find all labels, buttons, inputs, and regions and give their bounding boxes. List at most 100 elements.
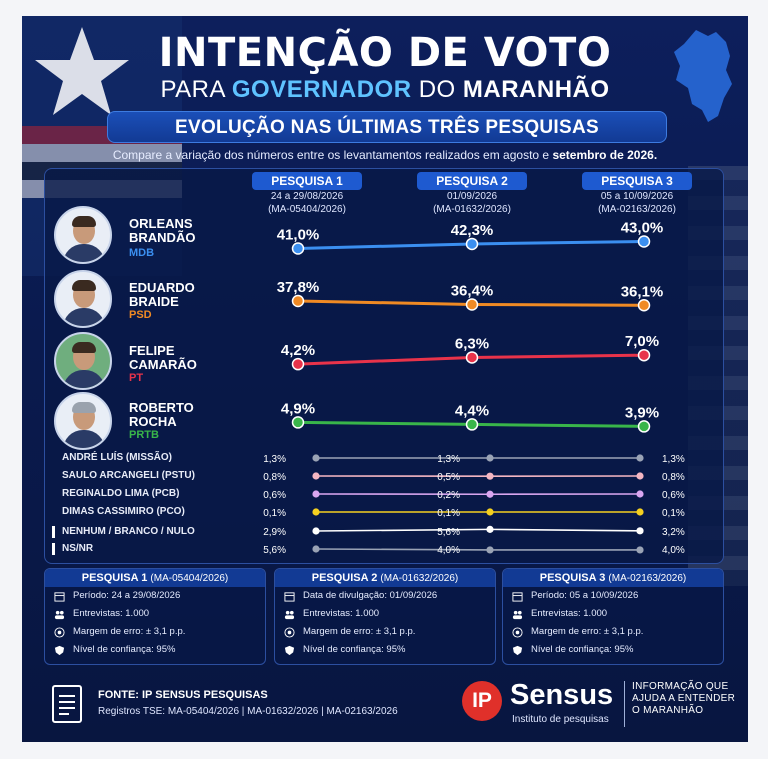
data-label: 42,3%	[451, 222, 494, 239]
poll-label: PESQUISA 1	[252, 172, 362, 190]
minor-data-label: 0,1%	[437, 508, 460, 519]
candidate-photo	[54, 392, 112, 450]
data-point	[291, 357, 305, 371]
star-icon	[35, 27, 129, 115]
info-box-title: PESQUISA 2 (MA-01632/2026)	[275, 569, 495, 587]
poll-info-box: PESQUISA 1 (MA-05404/2026) Período: 24 a…	[44, 568, 266, 665]
minor-data-label: 1,3%	[263, 454, 286, 465]
shield-icon	[284, 645, 295, 656]
minor-data-point	[636, 454, 644, 462]
minor-data-label: 1,3%	[437, 454, 460, 465]
document-icon	[52, 685, 82, 723]
data-label: 36,1%	[621, 283, 664, 300]
minor-data-point	[636, 527, 644, 535]
shield-icon	[512, 645, 523, 656]
poll-header-1: PESQUISA 1 24 a 29/08/2026 (MA-05404/202…	[252, 172, 362, 216]
data-label: 6,3%	[455, 335, 489, 352]
minor-data-label: 3,2%	[662, 527, 685, 538]
candidate-name: ROBERTO ROCHA	[129, 400, 194, 429]
minor-candidate-label: SAULO ARCANGELI (PSTU)	[62, 470, 195, 481]
sensus-logo-name: Sensus	[510, 679, 614, 711]
minor-data-point	[312, 472, 320, 480]
highlight-bar	[52, 543, 55, 555]
minor-candidate-label: DIMAS CASSIMIRO (PCO)	[62, 506, 185, 517]
candidate-name: FELIPE CAMARÃO	[129, 343, 197, 372]
minor-series-line	[489, 528, 641, 532]
ip-logo-mark: IP	[462, 681, 502, 721]
source-label: FONTE: IP SENSUS PESQUISAS	[98, 689, 268, 701]
data-point	[465, 351, 479, 364]
data-label: 4,4%	[455, 402, 489, 419]
poster: INTENÇÃO DE VOTO PARA GOVERNADOR DO MARA…	[22, 16, 748, 742]
minor-data-label: 0,1%	[662, 508, 685, 519]
page-title: INTENÇÃO DE VOTO	[158, 30, 612, 76]
info-row: Entrevistas: 1.000	[275, 605, 495, 623]
calendar-icon	[512, 592, 523, 602]
info-row: Margem de erro: ± 3,1 p.p.	[45, 623, 265, 641]
data-point	[637, 420, 651, 433]
minor-data-label: 0,5%	[437, 472, 460, 483]
minor-series-line	[315, 528, 491, 532]
info-row: Nível de confiança: 95%	[275, 641, 495, 659]
poll-label: PESQUISA 2	[417, 172, 527, 190]
minor-data-point	[636, 508, 644, 516]
minor-data-label: 5,6%	[437, 527, 460, 538]
page-title-line2: PARA GOVERNADOR DO MARANHÃO	[160, 76, 610, 103]
minor-candidate-label: ANDRÉ LUÍS (MISSÃO)	[62, 452, 172, 463]
info-row: Entrevistas: 1.000	[503, 605, 723, 623]
calendar-icon	[284, 592, 295, 602]
minor-data-label: 2,9%	[263, 527, 286, 538]
minor-data-point	[312, 527, 320, 535]
minor-data-point	[486, 490, 494, 498]
minor-data-label: 0,6%	[662, 490, 685, 501]
candidate-name: EDUARDO BRAIDE	[129, 280, 195, 309]
footer: FONTE: IP SENSUS PESQUISAS Registros TSE…	[22, 671, 748, 742]
minor-data-point	[486, 508, 494, 516]
tse-registrations: Registros TSE: MA-05404/2026 | MA-01632/…	[98, 706, 398, 717]
data-label: 37,8%	[277, 279, 320, 296]
poll-code: (MA-02163/2026)	[598, 204, 676, 215]
maranhao-map-icon	[674, 30, 732, 122]
people-icon	[512, 610, 523, 620]
section-banner: EVOLUÇÃO NAS ÚLTIMAS TRÊS PESQUISAS	[107, 111, 667, 143]
data-point	[291, 294, 305, 308]
candidate-photo	[54, 332, 112, 390]
poll-date: 24 a 29/08/2026	[270, 191, 344, 202]
data-point	[291, 416, 305, 429]
minor-data-point	[636, 546, 644, 554]
info-row: Entrevistas: 1.000	[45, 605, 265, 623]
data-point	[637, 348, 651, 362]
target-icon	[512, 627, 523, 638]
minor-data-label: 4,0%	[662, 545, 685, 556]
minor-data-label: 0,2%	[437, 490, 460, 501]
minor-data-point	[312, 454, 320, 462]
data-point	[465, 418, 479, 431]
minor-data-label: 0,8%	[662, 472, 685, 483]
data-point	[637, 235, 651, 248]
info-row: Nível de confiança: 95%	[45, 641, 265, 659]
poll-info-box: PESQUISA 3 (MA-02163/2026) Período: 05 a…	[502, 568, 724, 665]
sensus-logo-subtitle: Instituto de pesquisas	[512, 714, 609, 725]
info-row: Margem de erro: ± 3,1 p.p.	[503, 623, 723, 641]
poll-code: (MA-05404/2026)	[268, 204, 346, 215]
minor-data-point	[486, 525, 494, 533]
poll-header-3: PESQUISA 3 05 a 10/09/2026 (MA-02163/202…	[582, 172, 692, 216]
data-point	[637, 299, 651, 312]
candidate-photo	[54, 206, 112, 264]
minor-candidate-label: NS/NR	[62, 543, 94, 554]
candidate-photo	[54, 270, 112, 328]
candidate-name: ORLEANS BRANDÃO	[129, 216, 196, 245]
divider	[624, 681, 625, 727]
subtitle: Compare a variação dos números entre os …	[112, 148, 658, 162]
data-label: 3,9%	[625, 404, 659, 421]
minor-data-point	[312, 508, 320, 516]
minor-data-point	[312, 545, 320, 553]
target-icon	[54, 627, 65, 638]
candidate-party: PRTB	[129, 429, 159, 441]
people-icon	[284, 610, 295, 620]
poll-date: 05 a 10/09/2026	[600, 191, 674, 202]
minor-data-label: 1,3%	[662, 454, 685, 465]
data-point	[465, 298, 479, 311]
minor-data-label: 0,1%	[263, 508, 286, 519]
line-chart: 41,0% 42,3% 43,0% 37,8% 36,4% 36,1% 4,2% 6,3% 7,…	[263, 220, 685, 557]
